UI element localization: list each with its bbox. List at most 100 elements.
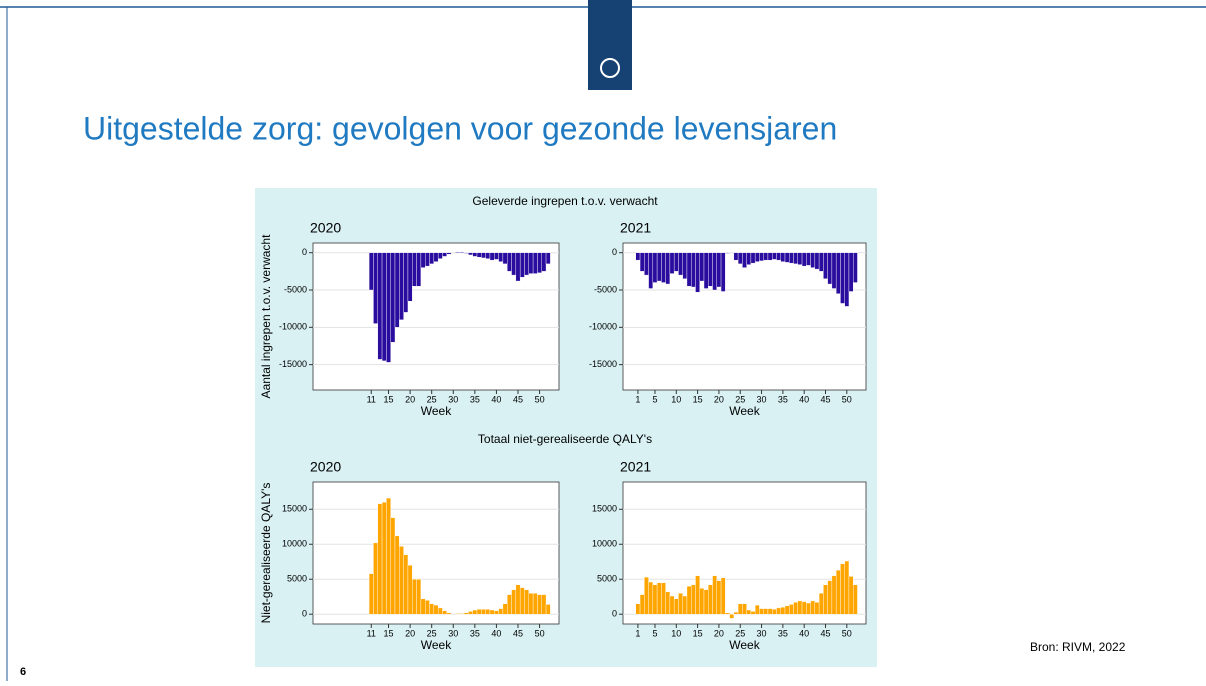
- x-tick-label: 15: [693, 628, 703, 638]
- y-tick-label: 10000: [282, 539, 307, 549]
- bar: [644, 252, 649, 276]
- bar: [784, 252, 790, 263]
- bar: [537, 252, 542, 274]
- bar: [412, 252, 417, 287]
- bar: [699, 588, 705, 615]
- bar: [801, 252, 807, 267]
- bar: [652, 252, 658, 283]
- bar: [420, 252, 426, 268]
- bar: [767, 252, 773, 261]
- bar: [446, 612, 452, 615]
- bar: [725, 612, 730, 615]
- bar: [750, 611, 756, 615]
- x-tick-label: 25: [427, 628, 437, 638]
- bar: [429, 252, 435, 265]
- bar: [481, 609, 486, 615]
- bar: [545, 604, 551, 615]
- bar: [468, 611, 473, 615]
- y-tick-label: -10000: [589, 322, 617, 332]
- bar: [532, 593, 538, 615]
- bar: [797, 252, 803, 265]
- bar: [686, 252, 692, 287]
- bar: [780, 252, 786, 262]
- bar: [481, 252, 486, 259]
- bar: [502, 603, 508, 615]
- x-tick-label: 40: [491, 394, 501, 404]
- bar: [763, 608, 769, 615]
- bar: [377, 252, 383, 360]
- bar: [776, 252, 781, 261]
- x-tick-label: 15: [693, 394, 703, 404]
- y-tick-label: 5000: [597, 574, 617, 584]
- bar: [708, 584, 713, 615]
- bar: [476, 609, 482, 615]
- bar: [507, 252, 512, 272]
- bar: [437, 252, 443, 259]
- y-tick-label: -15000: [279, 359, 307, 369]
- logo: [588, 0, 632, 90]
- x-tick-label: 1: [635, 628, 640, 638]
- bar: [844, 252, 850, 307]
- bar: [386, 252, 391, 363]
- bar: [472, 252, 478, 257]
- bar: [429, 603, 435, 615]
- bar: [814, 602, 820, 615]
- bar: [437, 607, 443, 615]
- bar: [656, 582, 662, 615]
- y-tick-label: 0: [302, 609, 307, 619]
- bar: [532, 252, 538, 274]
- bar: [789, 604, 794, 615]
- bar: [827, 580, 833, 615]
- bar: [823, 584, 828, 615]
- x-tick-label: 15: [384, 628, 394, 638]
- bar: [720, 252, 726, 292]
- x-tick-label: 45: [513, 394, 523, 404]
- bar: [754, 604, 760, 615]
- bar: [725, 252, 730, 254]
- bar: [656, 252, 662, 282]
- y-tick-label: -5000: [284, 284, 307, 294]
- bar: [801, 601, 807, 615]
- bar: [368, 252, 374, 291]
- bar: [507, 594, 512, 615]
- bar: [703, 589, 709, 615]
- bar: [459, 251, 465, 253]
- y-axis-label: Aantal ingrepen t.o.v. verwacht: [259, 234, 273, 399]
- y-tick-label: 15000: [282, 504, 307, 514]
- bar: [716, 580, 722, 615]
- bar: [793, 602, 798, 615]
- bar: [678, 252, 683, 276]
- bar: [485, 609, 491, 615]
- bar: [648, 581, 654, 615]
- chart-title: 2021: [620, 220, 651, 236]
- bar: [810, 252, 816, 268]
- bar: [407, 565, 413, 615]
- bar: [399, 546, 404, 615]
- chart-title: 2021: [620, 459, 651, 475]
- bar: [485, 252, 491, 259]
- bar: [853, 584, 858, 615]
- bar: [835, 252, 841, 294]
- bar: [433, 604, 439, 615]
- bar: [682, 595, 688, 615]
- bar: [661, 582, 666, 615]
- x-tick-label: 20: [405, 628, 415, 638]
- bar: [635, 603, 641, 615]
- bar: [712, 252, 717, 291]
- bar: [528, 252, 534, 274]
- bar: [390, 252, 396, 343]
- x-tick-label: 5: [652, 394, 657, 404]
- bar: [442, 252, 447, 257]
- bar: [528, 593, 534, 615]
- y-tick-label: 15000: [592, 504, 617, 514]
- x-tick-label: 45: [513, 628, 523, 638]
- bar: [763, 252, 769, 261]
- bar: [678, 593, 683, 615]
- y-tick-label: -15000: [589, 359, 617, 369]
- bar: [806, 252, 811, 266]
- bar: [776, 607, 781, 615]
- bar: [390, 517, 396, 615]
- x-tick-label: 45: [820, 394, 830, 404]
- bar: [446, 252, 452, 255]
